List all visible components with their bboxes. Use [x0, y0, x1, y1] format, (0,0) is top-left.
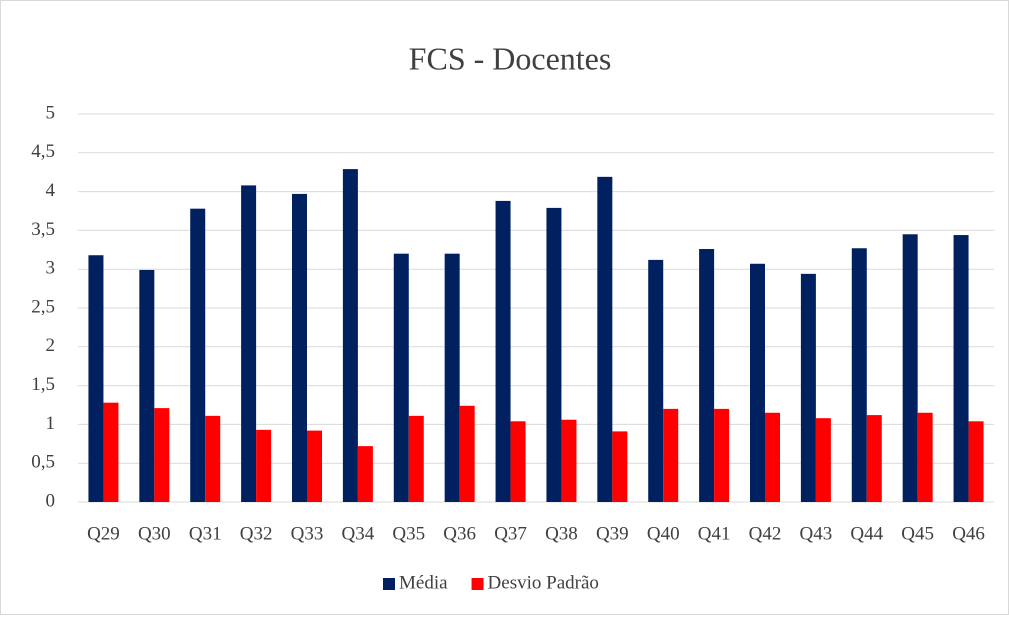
x-tick-label: Q39 [596, 523, 629, 544]
bar [459, 405, 475, 502]
bar [968, 421, 984, 502]
y-tick-label: 5 [46, 102, 56, 123]
bar [357, 446, 373, 502]
bar [393, 253, 409, 502]
legend-swatch [383, 578, 395, 590]
bar [765, 412, 780, 502]
bar [815, 418, 831, 502]
bar [510, 421, 526, 502]
bar [256, 429, 272, 502]
bar [103, 402, 119, 502]
bar [561, 419, 577, 502]
y-tick-label: 2 [46, 335, 56, 356]
bar [408, 415, 424, 502]
x-tick-label: Q44 [850, 523, 883, 544]
bar [953, 235, 969, 502]
bar [866, 415, 882, 502]
bar [597, 176, 613, 502]
x-tick-label: Q36 [443, 523, 476, 544]
bar [648, 259, 664, 502]
bar [495, 200, 511, 503]
x-tick-label: Q31 [189, 523, 222, 544]
y-tick-label: 1,5 [31, 374, 55, 395]
y-tick-label: 1 [46, 413, 56, 434]
y-tick-label: 3 [46, 258, 56, 279]
x-tick-label: Q43 [800, 523, 833, 544]
x-tick-label: Q40 [647, 523, 680, 544]
x-tick-label: Q30 [138, 523, 171, 544]
x-tick-label: Q46 [952, 523, 985, 544]
x-tick-label: Q32 [240, 523, 273, 544]
bar [750, 263, 765, 502]
bar [190, 208, 206, 502]
bar [902, 234, 918, 502]
x-tick-label: Q38 [545, 523, 578, 544]
x-tick-label: Q35 [392, 523, 425, 544]
y-tick-label: 0 [46, 490, 56, 511]
chart-title: FCS - Docentes [409, 40, 612, 76]
bar [292, 193, 307, 503]
bar [342, 169, 358, 502]
bar [917, 412, 933, 502]
legend-label: Média [399, 572, 448, 593]
bar [699, 249, 715, 502]
bar [444, 253, 460, 502]
x-tick-label: Q29 [87, 523, 120, 544]
bar [88, 255, 104, 502]
bar [800, 273, 816, 502]
y-tick-label: 4 [46, 180, 56, 201]
legend-label: Desvio Padrão [488, 572, 599, 593]
x-tick-label: Q33 [291, 523, 324, 544]
bar [307, 430, 322, 502]
x-tick-label: Q34 [342, 523, 375, 544]
bar [714, 408, 730, 502]
x-tick-label: Q42 [749, 523, 782, 544]
x-tick-label: Q37 [494, 523, 527, 544]
y-tick-label: 0,5 [31, 452, 55, 473]
y-tick-label: 2,5 [31, 296, 55, 317]
bar [241, 185, 257, 502]
bar [612, 431, 628, 502]
bar [546, 207, 562, 502]
bar [851, 248, 867, 502]
bar [205, 415, 221, 502]
bar [139, 269, 155, 502]
y-tick-label: 4,5 [31, 141, 55, 162]
x-tick-label: Q45 [901, 523, 934, 544]
legend-swatch [471, 578, 484, 590]
bar [663, 408, 679, 502]
x-tick-label: Q41 [698, 523, 731, 544]
y-tick-label: 3,5 [31, 219, 55, 240]
bar [154, 408, 170, 502]
